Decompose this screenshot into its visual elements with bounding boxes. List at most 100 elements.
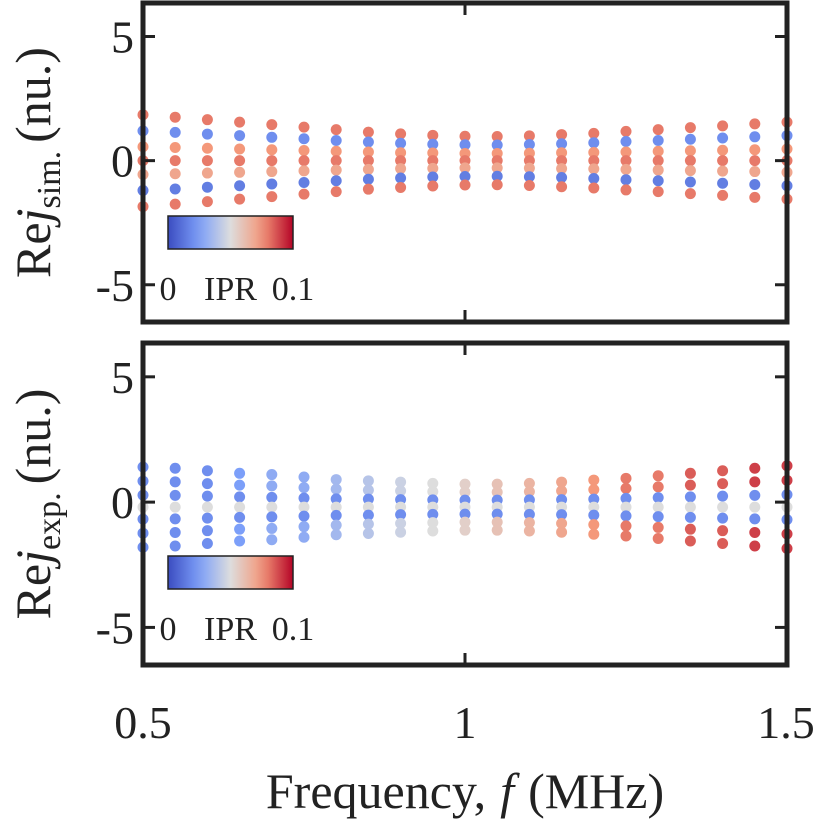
data-point xyxy=(556,485,568,497)
data-point xyxy=(717,537,729,549)
data-point xyxy=(491,516,503,528)
data-point xyxy=(523,162,535,174)
data-point xyxy=(234,511,246,523)
data-point xyxy=(362,527,374,539)
data-point xyxy=(201,167,213,179)
x-axis-label: Frequency, f (MHz) xyxy=(266,763,664,819)
data-point xyxy=(169,111,181,123)
data-point xyxy=(652,532,664,544)
data-point xyxy=(459,524,471,536)
data-point xyxy=(330,493,342,505)
data-point xyxy=(234,479,246,491)
data-point xyxy=(491,508,503,520)
y-tick-label: 5 xyxy=(111,12,134,63)
data-point xyxy=(523,171,535,183)
data-point xyxy=(620,184,632,196)
data-point xyxy=(298,492,310,504)
data-point xyxy=(234,193,246,205)
data-point xyxy=(556,509,568,521)
data-point xyxy=(298,144,310,156)
data-point xyxy=(684,145,696,157)
data-point xyxy=(266,469,278,481)
data-point xyxy=(652,175,664,187)
data-point xyxy=(556,129,568,141)
data-point xyxy=(588,528,600,540)
data-point xyxy=(588,519,600,531)
data-point xyxy=(266,191,278,203)
data-point xyxy=(556,138,568,150)
colorbar-tick-label: 0.1 xyxy=(272,271,315,308)
data-point xyxy=(620,510,632,522)
data-point xyxy=(395,172,407,184)
data-point xyxy=(427,508,439,520)
data-point xyxy=(523,477,535,489)
data-point xyxy=(395,137,407,149)
data-point xyxy=(523,525,535,537)
data-point xyxy=(395,501,407,513)
data-point xyxy=(395,509,407,521)
data-point xyxy=(266,511,278,523)
colorbar-tick-label: 0.1 xyxy=(272,611,315,648)
colorbar-label: IPR xyxy=(204,611,257,648)
data-point xyxy=(427,486,439,498)
data-point xyxy=(169,141,181,153)
data-point xyxy=(330,483,342,495)
data-point xyxy=(298,188,310,200)
data-point xyxy=(620,155,632,167)
data-point xyxy=(556,181,568,193)
y-tick-label: 5 xyxy=(111,352,134,403)
plot-frame xyxy=(140,0,790,325)
data-point xyxy=(588,173,600,185)
data-point xyxy=(620,472,632,484)
data-point xyxy=(201,478,213,490)
data-point xyxy=(459,130,471,142)
data-point xyxy=(169,462,181,474)
data-point xyxy=(749,166,761,178)
data-point xyxy=(620,492,632,504)
data-point xyxy=(717,132,729,144)
data-point xyxy=(749,526,761,538)
data-point xyxy=(395,517,407,529)
data-point xyxy=(652,124,664,136)
data-point xyxy=(556,163,568,175)
data-point xyxy=(169,526,181,538)
data-point xyxy=(684,122,696,134)
y-tick-label: 0 xyxy=(111,136,134,187)
data-point xyxy=(717,155,729,167)
data-point xyxy=(201,525,213,537)
data-point xyxy=(717,501,729,513)
data-point xyxy=(298,482,310,494)
data-point xyxy=(717,490,729,502)
data-point xyxy=(556,147,568,159)
data-point xyxy=(459,508,471,520)
data-point xyxy=(717,525,729,537)
data-point xyxy=(395,147,407,159)
colorbar-tick-label: 0 xyxy=(160,611,177,648)
y-axis-label: Rejsim.(nu.) xyxy=(5,47,68,278)
data-point xyxy=(620,482,632,494)
data-point xyxy=(684,535,696,547)
x-label-part: (MHz) xyxy=(528,763,664,819)
data-point xyxy=(588,163,600,175)
data-point xyxy=(684,165,696,177)
data-point xyxy=(362,155,374,167)
data-point xyxy=(234,155,246,167)
data-point xyxy=(427,155,439,167)
data-point xyxy=(588,484,600,496)
data-point xyxy=(298,531,310,543)
data-point xyxy=(588,493,600,505)
x-tick-label: 0.5 xyxy=(114,697,172,748)
data-point xyxy=(362,509,374,521)
data-point xyxy=(556,517,568,529)
y-label-sub: exp. xyxy=(31,492,68,550)
data-point xyxy=(459,516,471,528)
data-point xyxy=(749,178,761,190)
data-point xyxy=(556,155,568,167)
data-point xyxy=(395,181,407,193)
data-point xyxy=(588,509,600,521)
data-point xyxy=(749,155,761,167)
data-point xyxy=(298,521,310,533)
data-point xyxy=(459,162,471,174)
data-point xyxy=(620,501,632,513)
data-point xyxy=(684,133,696,145)
